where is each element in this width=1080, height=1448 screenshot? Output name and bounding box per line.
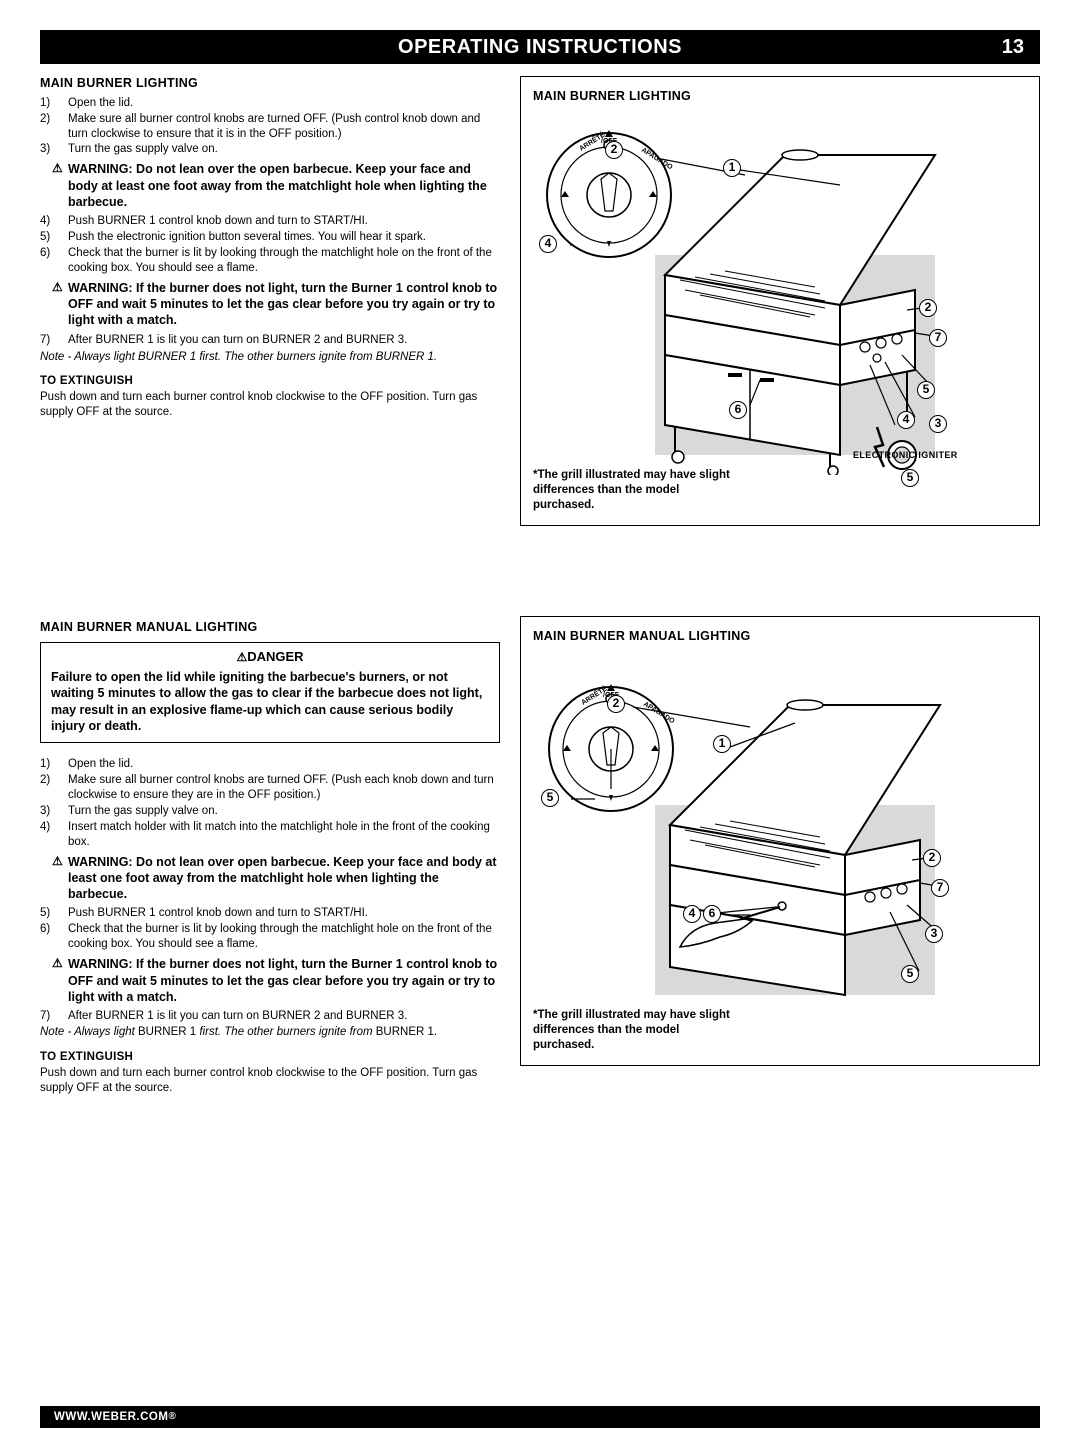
warning-text: WARNING: Do not lean over open barbecue.… [68,855,497,902]
sec1-warning-1: ⚠ WARNING: Do not lean over the open bar… [40,161,500,210]
fig1-area: /OFF ARRÊTÉ APAGADO 2 1 4 2 [533,115,1027,475]
danger-box: ⚠DANGER Failure to open the lid while ig… [40,642,500,743]
warning-text: WARNING: Do not lean over the open barbe… [68,162,487,209]
fig2-svg: /OFF ARRÊTÉ APAGADO [533,655,1027,1015]
figure-2-box: MAIN BURNER MANUAL LIGHTING [520,616,1040,1066]
registered-mark: ® [168,1411,176,1424]
sec2-steps-3: After BURNER 1 is lit you can turn on BU… [40,1009,500,1024]
callout-7: 7 [929,329,947,347]
sec1-heading: MAIN BURNER LIGHTING [40,76,500,92]
footer-bar: WWW.WEBER.COM® [40,1406,1040,1428]
sec1-warning-2: ⚠ WARNING: If the burner does not light,… [40,280,500,329]
warning-icon: ⚠ [52,281,63,293]
callout-2b: 2 [923,849,941,867]
step: Push BURNER 1 control knob down and turn… [40,906,500,921]
sec2-note: Note - Always light BURNER 1 first. The … [40,1025,500,1040]
callout-1: 1 [713,735,731,753]
warning-text: WARNING: If the burner does not light, t… [68,281,497,328]
callout-3: 3 [929,415,947,433]
header-page-number: 13 [1002,35,1024,60]
step: Make sure all burner control knobs are t… [40,112,500,142]
igniter-label: ELECTRONIC IGNITER [853,451,958,461]
callout-2b: 2 [919,299,937,317]
step: Push the electronic ignition button seve… [40,230,500,245]
note-post: first. The other burners ignite from [199,1026,375,1038]
callout-1: 1 [723,159,741,177]
right-column: MAIN BURNER LIGHTING [520,76,1040,1126]
sec2-steps-1: Open the lid. Make sure all burner contr… [40,757,500,850]
step: Open the lid. [40,757,500,772]
step: Push BURNER 1 control knob down and turn… [40,214,500,229]
warning-text: WARNING: If the burner does not light, t… [68,957,497,1004]
danger-title: ⚠DANGER [51,649,489,665]
step: Insert match holder with lit match into … [40,820,500,850]
callout-2: 2 [605,141,623,159]
sec2-heading: MAIN BURNER MANUAL LIGHTING [40,620,500,636]
callout-4: 4 [539,235,557,253]
callout-5b: 5 [901,965,919,983]
sec2-steps-2: Push BURNER 1 control knob down and turn… [40,906,500,952]
step: Make sure all burner control knobs are t… [40,773,500,803]
sec2-extinguish-heading: TO EXTINGUISH [40,1050,500,1064]
header-title: OPERATING INSTRUCTIONS [398,35,682,60]
step: After BURNER 1 is lit you can turn on BU… [40,333,500,348]
danger-text: Failure to open the lid while igniting t… [51,669,489,734]
warning-icon: ⚠ [52,855,63,867]
sec1-extinguish-text: Push down and turn each burner control k… [40,390,500,420]
sec1-extinguish-heading: TO EXTINGUISH [40,374,500,388]
step: Turn the gas supply valve on. [40,804,500,819]
step: Turn the gas supply valve on. [40,142,500,157]
sec2-warning-2: ⚠ WARNING: If the burner does not light,… [40,956,500,1005]
sec2-warning-1: ⚠ WARNING: Do not lean over open barbecu… [40,854,500,903]
sec1-steps-2: Push BURNER 1 control knob down and turn… [40,214,500,276]
header-bar: OPERATING INSTRUCTIONS 13 [40,30,1040,64]
note-mid: BURNER 1 [138,1026,199,1038]
warning-icon: ⚠ [52,957,63,969]
sec1-steps-1: Open the lid. Make sure all burner contr… [40,96,500,158]
callout-7: 7 [931,879,949,897]
danger-label: DANGER [247,649,303,664]
callout-6: 6 [703,905,721,923]
step: Check that the burner is lit by looking … [40,922,500,952]
fig1-heading: MAIN BURNER LIGHTING [533,89,1027,105]
callout-6: 6 [729,401,747,419]
sec1-steps-3: After BURNER 1 is lit you can turn on BU… [40,333,500,348]
callout-4: 4 [683,905,701,923]
fig1-note: *The grill illustrated may have slight d… [533,468,733,513]
fig1-svg: /OFF ARRÊTÉ APAGADO [533,115,1027,475]
fig2-heading: MAIN BURNER MANUAL LIGHTING [533,629,1027,645]
warning-icon: ⚠ [52,162,63,174]
callout-2: 2 [607,695,625,713]
sec1-note: Note - Always light BURNER 1 first. The … [40,350,500,364]
content-columns: MAIN BURNER LIGHTING Open the lid. Make … [40,76,1040,1126]
step: Open the lid. [40,96,500,111]
left-column: MAIN BURNER LIGHTING Open the lid. Make … [40,76,500,1126]
callout-4b: 4 [897,411,915,429]
callout-5b: 5 [901,469,919,487]
figure-1-box: MAIN BURNER LIGHTING [520,76,1040,526]
step: Check that the burner is lit by looking … [40,246,500,276]
fig2-note: *The grill illustrated may have slight d… [533,1008,743,1053]
note-pre: Note - Always light [40,1026,138,1038]
fig2-area: /OFF ARRÊTÉ APAGADO 2 1 [533,655,1027,1015]
callout-5: 5 [541,789,559,807]
sec2-extinguish-text: Push down and turn each burner control k… [40,1066,500,1096]
warning-icon: ⚠ [236,651,247,663]
step: After BURNER 1 is lit you can turn on BU… [40,1009,500,1024]
note-end: BURNER 1. [376,1026,437,1038]
callout-5: 5 [917,381,935,399]
callout-3: 3 [925,925,943,943]
footer-url: WWW.WEBER.COM [54,1410,168,1424]
